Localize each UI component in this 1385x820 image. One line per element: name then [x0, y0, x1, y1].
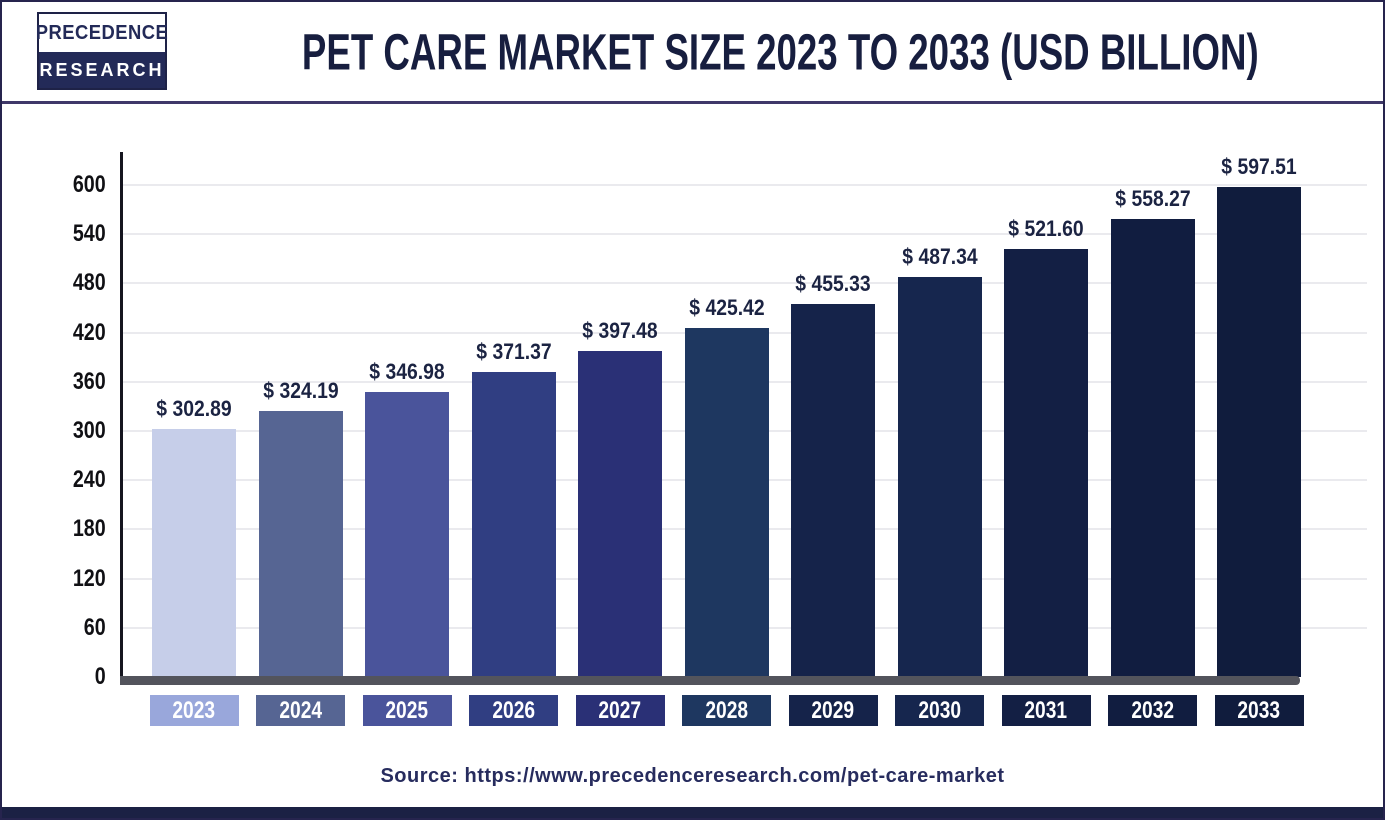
bar-2031 [1004, 249, 1088, 677]
value-label-2027: $ 397.48 [582, 318, 658, 344]
x-label-text-2024: 2024 [279, 696, 322, 724]
value-label-2033: $ 597.51 [1221, 154, 1297, 180]
x-label-2025: 2025 [362, 695, 452, 726]
y-tick-label-120: 120 [72, 564, 106, 592]
value-label-2025: $ 346.98 [369, 359, 445, 385]
bar-2024 [258, 411, 343, 677]
x-label-2029: 2029 [788, 695, 878, 726]
bar-2027 [578, 351, 662, 677]
x-label-2033: 2033 [1214, 695, 1304, 726]
value-label-2023: $ 302.89 [156, 395, 232, 421]
bar-2026 [471, 372, 556, 677]
x-label-text-2025: 2025 [385, 696, 429, 724]
x-label-2024: 2024 [256, 695, 345, 726]
x-label-2030: 2030 [895, 695, 984, 726]
header-divider [2, 101, 1383, 104]
bar-2033 [1217, 187, 1301, 677]
gridline-600 [122, 184, 1367, 186]
bar-2032 [1110, 219, 1195, 677]
value-label-2029: $ 455.33 [795, 270, 871, 296]
logo-line-research: RESEARCH [39, 52, 165, 88]
x-label-text-2031: 2031 [1024, 696, 1068, 724]
y-tick-label-360: 360 [72, 367, 106, 395]
y-tick-label-540: 540 [72, 220, 106, 248]
x-label-text-2023: 2023 [172, 696, 216, 724]
precedence-research-logo: PRECEDENCE RESEARCH [35, 12, 169, 90]
y-tick-label-0: 0 [94, 663, 106, 690]
gridline-480 [122, 282, 1367, 285]
x-label-text-2028: 2028 [705, 696, 748, 724]
y-tick-label-60: 60 [83, 613, 106, 641]
source-url: https://www.precedenceresearch.com/pet-c… [464, 765, 1005, 787]
x-label-2031: 2031 [1001, 695, 1091, 726]
y-tick-label-300: 300 [72, 417, 106, 444]
source-label: Source: [380, 765, 459, 787]
gridline-540 [122, 233, 1367, 236]
x-label-text-2033: 2033 [1237, 696, 1281, 724]
value-label-2032: $ 558.27 [1114, 186, 1191, 212]
value-label-2024: $ 324.19 [262, 378, 339, 404]
y-tick-label-240: 240 [72, 466, 106, 494]
y-axis-line [120, 152, 123, 685]
x-label-2026: 2026 [469, 695, 558, 726]
bar-2028 [684, 328, 769, 677]
value-label-2026: $ 371.37 [475, 339, 552, 365]
x-label-text-2030: 2030 [918, 696, 961, 724]
bar-2029 [791, 303, 875, 677]
y-tick-label-420: 420 [72, 318, 106, 346]
bottom-accent-bar [2, 807, 1383, 818]
y-tick-label-480: 480 [72, 269, 106, 297]
bar-2025 [365, 392, 449, 677]
x-label-2023: 2023 [149, 695, 239, 726]
bar-chart: 0 60 120 180 240 300 360 420 480 540 600 $ 302.89 20… [2, 104, 1383, 734]
chart-title: PET CARE MARKET SIZE 2023 TO 2033 (USD B… [301, 22, 1259, 81]
header: PRECEDENCE RESEARCH PET CARE MARKET SIZE… [2, 2, 1383, 101]
x-label-2028: 2028 [682, 695, 771, 726]
y-tick-label-600: 600 [72, 171, 106, 198]
x-label-2032: 2032 [1108, 695, 1197, 726]
x-label-text-2029: 2029 [811, 696, 855, 724]
value-label-2028: $ 425.42 [688, 295, 765, 321]
value-label-2031: $ 521.60 [1008, 216, 1084, 242]
x-label-2027: 2027 [575, 695, 665, 726]
bar-2030 [897, 277, 982, 677]
logo-line-precedence: PRECEDENCE [35, 21, 169, 44]
y-tick-label-180: 180 [72, 515, 106, 543]
value-label-2030: $ 487.34 [901, 244, 978, 270]
x-label-text-2026: 2026 [492, 696, 535, 724]
bar-2023 [152, 428, 236, 677]
source-line: Source: https://www.precedenceresearch.c… [2, 765, 1383, 788]
x-axis-line [120, 676, 1300, 685]
x-label-text-2032: 2032 [1131, 696, 1174, 724]
x-label-text-2027: 2027 [598, 696, 642, 724]
